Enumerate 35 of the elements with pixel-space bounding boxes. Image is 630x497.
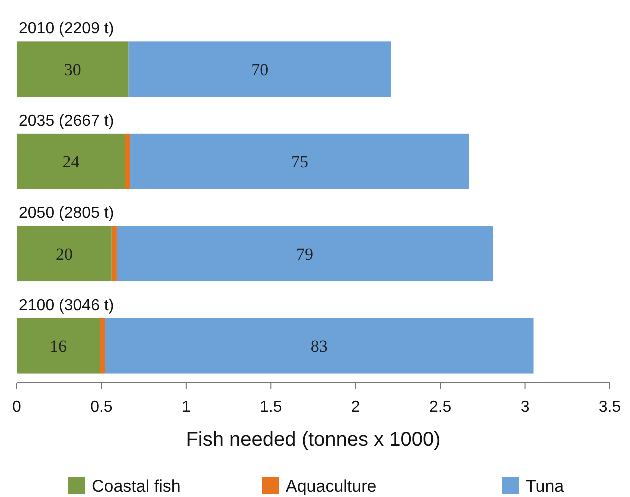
bar bbox=[130, 134, 470, 190]
bar bbox=[125, 134, 131, 190]
legend-label: Tuna bbox=[526, 477, 565, 496]
annotation: 24 bbox=[62, 152, 80, 172]
x-tick-label: 2 bbox=[351, 399, 360, 416]
x-tick-label: 0.5 bbox=[90, 399, 113, 416]
bar bbox=[17, 42, 129, 98]
annotation: 16 bbox=[50, 337, 68, 356]
bar bbox=[105, 318, 534, 374]
bar bbox=[116, 226, 494, 282]
x-tick-label: 2.5 bbox=[429, 399, 452, 416]
y-tick-label: 2035 (2667 t) bbox=[19, 112, 114, 130]
annotation: 30 bbox=[64, 60, 82, 80]
bar bbox=[100, 318, 106, 374]
bar bbox=[17, 318, 100, 374]
x-tick-label: 1 bbox=[182, 399, 191, 416]
y-tick-label: 2010 (2209 t) bbox=[19, 20, 114, 38]
x-tick-label: 1.5 bbox=[260, 399, 282, 416]
annotation: 83 bbox=[310, 337, 328, 356]
x-tick-label: 0 bbox=[12, 399, 22, 416]
y-tick-label: 2100 (3046 t) bbox=[19, 297, 114, 314]
annotation: 70 bbox=[252, 60, 269, 80]
bar bbox=[112, 226, 117, 282]
x-tick-label: 3 bbox=[520, 399, 530, 416]
bar bbox=[17, 134, 126, 190]
annotation: 20 bbox=[56, 244, 73, 264]
legend-label: Coastal fish bbox=[92, 477, 181, 496]
x-axis-title: Fish needed (tonnes x 1000) bbox=[186, 429, 441, 451]
x-tick-label: 3.5 bbox=[598, 399, 622, 416]
bar bbox=[17, 226, 112, 282]
y-tick-label: 2050 (2805 t) bbox=[19, 205, 114, 222]
annotation: 79 bbox=[296, 244, 314, 264]
annotation: 75 bbox=[291, 152, 308, 172]
bar bbox=[128, 42, 392, 98]
legend-label: Aquaculture bbox=[286, 477, 377, 496]
